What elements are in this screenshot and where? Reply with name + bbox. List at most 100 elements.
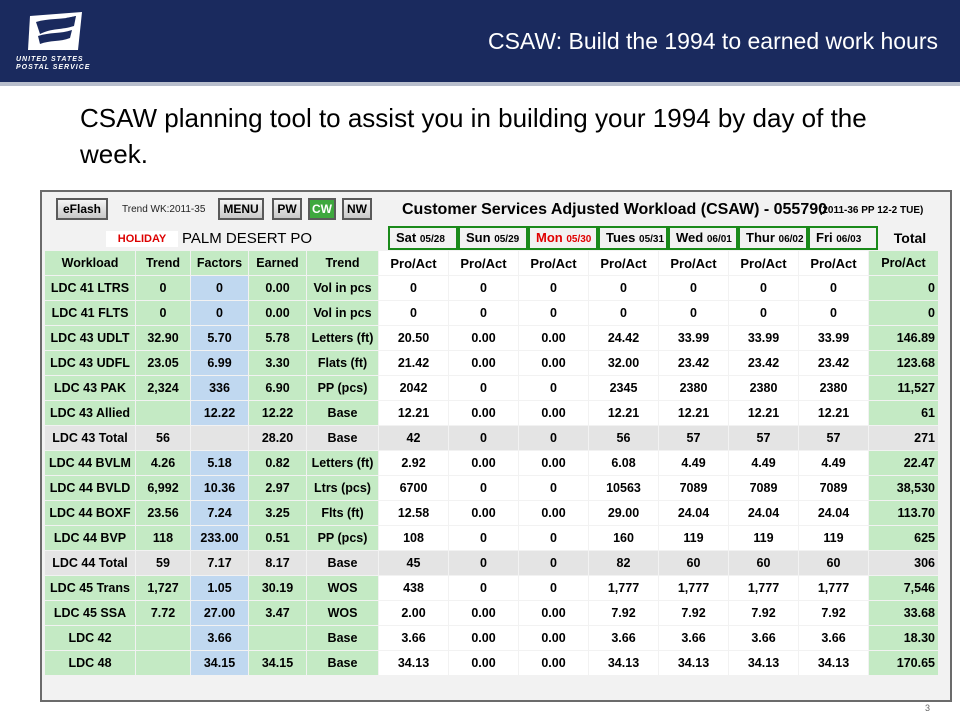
day-value-cell[interactable]: 57: [799, 426, 868, 450]
factor-cell[interactable]: 5.18: [191, 451, 248, 475]
day-value-cell[interactable]: 0: [799, 276, 868, 300]
day-value-cell[interactable]: 7089: [659, 476, 728, 500]
day-value-cell[interactable]: 0: [799, 301, 868, 325]
day-value-cell[interactable]: 60: [799, 551, 868, 575]
day-value-cell[interactable]: 0: [449, 551, 518, 575]
day-value-cell[interactable]: 24.42: [589, 326, 658, 350]
factor-cell[interactable]: 10.36: [191, 476, 248, 500]
day-value-cell[interactable]: 0: [519, 376, 588, 400]
day-value-cell[interactable]: 0.00: [449, 326, 518, 350]
day-value-cell[interactable]: 0: [729, 301, 798, 325]
day-value-cell[interactable]: 0: [519, 426, 588, 450]
day-value-cell[interactable]: 42: [379, 426, 448, 450]
factor-cell[interactable]: 233.00: [191, 526, 248, 550]
day-value-cell[interactable]: 3.66: [659, 626, 728, 650]
day-value-cell[interactable]: 7.92: [589, 601, 658, 625]
day-value-cell[interactable]: 12.58: [379, 501, 448, 525]
day-value-cell[interactable]: 3.66: [589, 626, 658, 650]
day-value-cell[interactable]: 57: [659, 426, 728, 450]
day-value-cell[interactable]: 60: [659, 551, 728, 575]
day-value-cell[interactable]: 29.00: [589, 501, 658, 525]
factor-cell[interactable]: 6.99: [191, 351, 248, 375]
day-header-thur[interactable]: Thur 06/02: [738, 226, 808, 250]
day-value-cell[interactable]: 0: [449, 476, 518, 500]
day-header-mon[interactable]: Mon 05/30: [528, 226, 598, 250]
day-value-cell[interactable]: 0: [519, 276, 588, 300]
factor-cell[interactable]: 1.05: [191, 576, 248, 600]
day-header-fri[interactable]: Fri 06/03: [808, 226, 878, 250]
day-value-cell[interactable]: 12.21: [729, 401, 798, 425]
day-value-cell[interactable]: 0.00: [449, 626, 518, 650]
day-header-tues[interactable]: Tues 05/31: [598, 226, 668, 250]
day-value-cell[interactable]: 0.00: [519, 651, 588, 675]
day-value-cell[interactable]: 0.00: [449, 351, 518, 375]
day-value-cell[interactable]: 1,777: [799, 576, 868, 600]
day-value-cell[interactable]: 1,777: [589, 576, 658, 600]
day-value-cell[interactable]: 0: [449, 426, 518, 450]
day-value-cell[interactable]: 0: [449, 526, 518, 550]
day-value-cell[interactable]: 3.66: [379, 626, 448, 650]
day-value-cell[interactable]: 0.00: [519, 401, 588, 425]
day-value-cell[interactable]: 57: [729, 426, 798, 450]
day-value-cell[interactable]: 0: [519, 301, 588, 325]
day-value-cell[interactable]: 0: [589, 276, 658, 300]
day-value-cell[interactable]: 6700: [379, 476, 448, 500]
day-value-cell[interactable]: 0: [379, 301, 448, 325]
day-value-cell[interactable]: 108: [379, 526, 448, 550]
day-value-cell[interactable]: 24.04: [729, 501, 798, 525]
day-value-cell[interactable]: 0: [729, 276, 798, 300]
day-value-cell[interactable]: 7.92: [799, 601, 868, 625]
day-value-cell[interactable]: 0.00: [449, 501, 518, 525]
day-value-cell[interactable]: 2042: [379, 376, 448, 400]
day-value-cell[interactable]: 34.13: [799, 651, 868, 675]
day-value-cell[interactable]: 2380: [659, 376, 728, 400]
day-value-cell[interactable]: 160: [589, 526, 658, 550]
factor-cell[interactable]: 12.22: [191, 401, 248, 425]
day-header-sun[interactable]: Sun 05/29: [458, 226, 528, 250]
day-value-cell[interactable]: 2380: [729, 376, 798, 400]
day-value-cell[interactable]: 119: [659, 526, 728, 550]
factor-cell[interactable]: 27.00: [191, 601, 248, 625]
day-value-cell[interactable]: 7089: [799, 476, 868, 500]
day-value-cell[interactable]: 60: [729, 551, 798, 575]
day-value-cell[interactable]: 4.49: [729, 451, 798, 475]
day-value-cell[interactable]: 0: [449, 301, 518, 325]
day-value-cell[interactable]: 12.21: [659, 401, 728, 425]
day-value-cell[interactable]: 82: [589, 551, 658, 575]
factor-cell[interactable]: 3.66: [191, 626, 248, 650]
day-value-cell[interactable]: 0.00: [519, 626, 588, 650]
day-value-cell[interactable]: 1,777: [659, 576, 728, 600]
day-value-cell[interactable]: 12.21: [799, 401, 868, 425]
day-value-cell[interactable]: 0: [449, 576, 518, 600]
day-value-cell[interactable]: 34.13: [659, 651, 728, 675]
day-value-cell[interactable]: 1,777: [729, 576, 798, 600]
day-value-cell[interactable]: 6.08: [589, 451, 658, 475]
day-value-cell[interactable]: 24.04: [799, 501, 868, 525]
day-value-cell[interactable]: 21.42: [379, 351, 448, 375]
day-value-cell[interactable]: 2380: [799, 376, 868, 400]
menu-button[interactable]: MENU: [218, 198, 264, 220]
day-header-wed[interactable]: Wed 06/01: [668, 226, 738, 250]
day-value-cell[interactable]: 24.04: [659, 501, 728, 525]
day-value-cell[interactable]: 0: [449, 376, 518, 400]
day-value-cell[interactable]: 0.00: [519, 351, 588, 375]
factor-cell[interactable]: 0: [191, 301, 248, 325]
day-value-cell[interactable]: 3.66: [799, 626, 868, 650]
day-value-cell[interactable]: 33.99: [659, 326, 728, 350]
day-value-cell[interactable]: 12.21: [589, 401, 658, 425]
eflash-button[interactable]: eFlash: [56, 198, 108, 220]
factor-cell[interactable]: 336: [191, 376, 248, 400]
day-value-cell[interactable]: 0.00: [519, 601, 588, 625]
day-value-cell[interactable]: 2.00: [379, 601, 448, 625]
day-value-cell[interactable]: 12.21: [379, 401, 448, 425]
day-value-cell[interactable]: 56: [589, 426, 658, 450]
day-value-cell[interactable]: 0: [589, 301, 658, 325]
day-value-cell[interactable]: 0.00: [519, 326, 588, 350]
day-value-cell[interactable]: 0: [519, 576, 588, 600]
nw-button[interactable]: NW: [342, 198, 372, 220]
day-value-cell[interactable]: 32.00: [589, 351, 658, 375]
day-value-cell[interactable]: 0.00: [449, 401, 518, 425]
day-value-cell[interactable]: 0.00: [519, 451, 588, 475]
day-value-cell[interactable]: 7.92: [729, 601, 798, 625]
day-header-sat[interactable]: Sat 05/28: [388, 226, 458, 250]
